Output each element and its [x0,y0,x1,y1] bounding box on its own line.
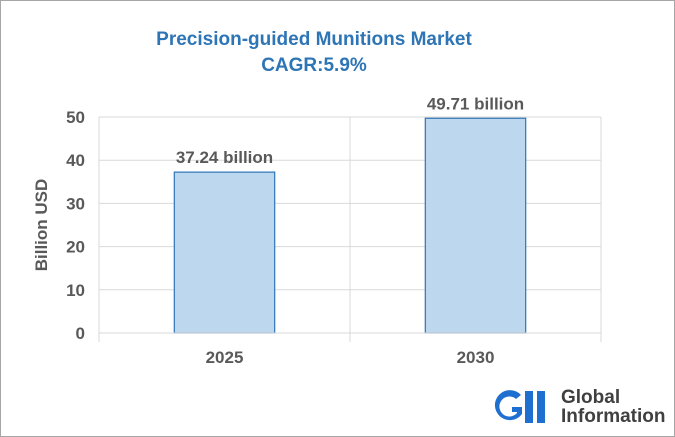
gii-logo: Global Information [491,387,666,427]
data-label: 37.24 billion [176,148,273,167]
data-labels: 37.24 billion 49.71 billion [176,94,524,167]
y-tick-label: 50 [66,108,85,127]
data-label: 49.71 billion [427,94,524,113]
y-tick-label: 0 [76,324,85,343]
chart-title-line: Precision-guided Munitions Market [156,29,472,50]
gii-logo-icon [491,387,553,427]
y-axis-ticks: 0 10 20 30 40 50 [66,108,85,343]
gii-logo-graphic [494,390,545,423]
y-axis-label: Billion USD [32,179,51,272]
x-tick-label: 2030 [457,348,495,367]
chart-subtitle: CAGR:5.9% [261,55,367,76]
logo-line-global: Global [561,387,621,408]
gii-logo-text: Global Information [561,388,666,426]
y-tick-label: 40 [66,151,85,170]
bar [173,171,276,334]
x-axis-ticks: 2025 2030 [206,348,495,367]
x-tick-label: 2025 [206,348,244,367]
y-tick-label: 30 [66,194,85,213]
bar [424,117,527,334]
y-tick-label: 20 [66,238,85,257]
y-tick-label: 10 [66,281,85,300]
bars [173,117,527,334]
logo-line-information: Information [561,406,666,427]
chart-title: Precision-guided Munitions Market CAGR:5… [1,27,627,79]
